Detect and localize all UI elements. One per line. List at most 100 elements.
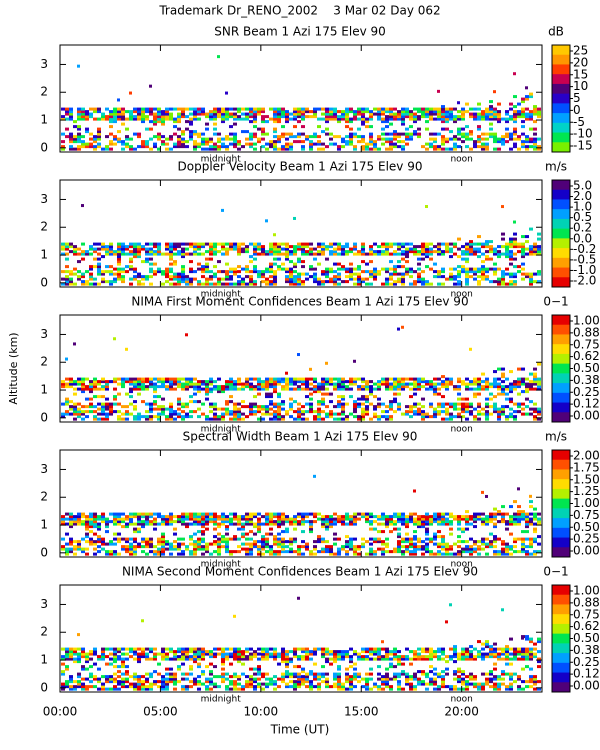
echo-cell [245, 380, 249, 384]
echo-cell [349, 117, 353, 121]
echo-cell [285, 665, 289, 669]
echo-cell [437, 520, 441, 524]
echo-cell [365, 110, 369, 114]
echo-cell [225, 517, 229, 521]
echo-cell [101, 280, 105, 284]
echo-cell [437, 392, 441, 396]
echo-cell [377, 402, 381, 406]
colorbar-label: -0.5 [573, 252, 596, 266]
echo-cell [77, 415, 81, 419]
echo-cell [185, 687, 189, 691]
echo-cell [97, 247, 101, 251]
echo-cell [493, 382, 497, 386]
echo-cell [69, 400, 73, 404]
echo-cell [137, 392, 141, 396]
echo-cell [233, 387, 237, 391]
echo-cell [97, 680, 101, 684]
echo-cell [301, 417, 305, 421]
echo-cell [425, 110, 429, 114]
echo-cell [301, 680, 305, 684]
echo-cell [405, 545, 409, 549]
echo-cell [529, 145, 533, 149]
echo-cell [229, 382, 233, 386]
echo-cell [297, 657, 301, 661]
echo-cell [513, 382, 517, 386]
echo-cell [261, 647, 265, 651]
echo-cell [257, 110, 261, 114]
echo-cell [357, 517, 361, 521]
echo-cell [177, 412, 181, 416]
echo-cell [265, 282, 269, 286]
echo-cell [153, 262, 157, 266]
echo-cell [193, 140, 197, 144]
echo-cell [385, 242, 389, 246]
echo-cell [365, 145, 369, 149]
echo-cell [209, 145, 213, 149]
echo-cell [97, 130, 101, 134]
echo-cell [473, 520, 477, 524]
echo-cell [221, 647, 225, 651]
echo-cell [449, 520, 453, 524]
echo-cell [117, 245, 121, 249]
echo-cell [201, 525, 205, 529]
echo-cell [185, 387, 189, 391]
echo-cell [445, 522, 449, 526]
echo-cell [165, 672, 169, 676]
echo-cell [401, 265, 405, 269]
echo-cell [297, 545, 301, 549]
echo-cell [397, 387, 401, 391]
echo-cell [537, 250, 541, 254]
echo-cell [381, 377, 385, 381]
echo-cell [61, 385, 65, 389]
echo-cell [149, 385, 153, 389]
colorbar-label: 0.75 [573, 337, 600, 351]
echo-cell [329, 377, 333, 381]
echo-cell [297, 140, 301, 144]
echo-cell [369, 387, 373, 391]
echo-cell [517, 147, 521, 151]
echo-cell [149, 650, 153, 654]
echo-cell [337, 380, 341, 384]
echo-cell [65, 680, 69, 684]
echo-cell [337, 272, 341, 276]
echo-cell [253, 252, 257, 256]
echo-cell [385, 125, 389, 129]
echo-cell [413, 107, 417, 111]
echo-cell [221, 662, 225, 666]
echo-cell [69, 685, 73, 689]
echo-cell [205, 137, 209, 141]
echo-cell [389, 110, 393, 114]
echo-cell [269, 652, 273, 656]
echo-cell [73, 140, 77, 144]
echo-cell [149, 545, 153, 549]
echo-cell [349, 140, 353, 144]
echo-cell [73, 342, 76, 346]
echo-cell [445, 117, 449, 121]
echo-cell [89, 522, 93, 526]
echo-cell [385, 147, 389, 151]
echo-cell [533, 105, 537, 109]
echo-cell [509, 250, 513, 254]
echo-cell [513, 105, 517, 109]
echo-cell [157, 522, 161, 526]
echo-cell [513, 550, 517, 554]
echo-cell [485, 522, 489, 526]
echo-cell [237, 107, 241, 111]
echo-cell [109, 405, 113, 409]
echo-cell [345, 385, 349, 389]
echo-cell [297, 245, 301, 249]
echo-cell [197, 545, 201, 549]
echo-cell [217, 652, 221, 656]
echo-cell [341, 112, 345, 116]
echo-cell [445, 247, 449, 251]
echo-cell [277, 392, 281, 396]
echo-cell [133, 250, 137, 254]
echo-cell [77, 545, 81, 549]
echo-cell [421, 405, 425, 409]
echo-cell [409, 405, 413, 409]
echo-cell [517, 550, 521, 554]
echo-cell [325, 392, 329, 396]
echo-cell [361, 145, 365, 149]
echo-cell [77, 660, 81, 664]
echo-cell [469, 410, 473, 414]
